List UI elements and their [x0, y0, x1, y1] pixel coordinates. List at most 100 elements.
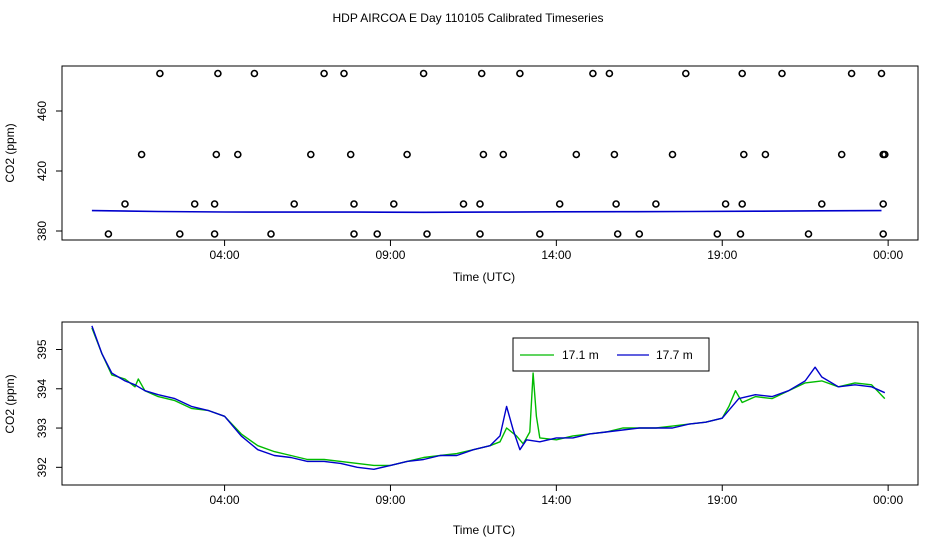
top-y-axis: 380 420 460 [35, 101, 62, 241]
data-point [880, 150, 889, 159]
data-point [739, 150, 748, 159]
data-point [290, 200, 299, 208]
data-point [214, 69, 222, 78]
data-point [350, 200, 358, 208]
legend-label-17-1-m: 17.1 m [562, 348, 599, 362]
data-point [738, 69, 747, 78]
data-point [423, 230, 431, 238]
y-tick-label: 394 [35, 378, 49, 398]
data-point [121, 200, 129, 208]
data-point [877, 69, 886, 78]
top-x-axis-label: Time (UTC) [453, 270, 515, 284]
data-point [555, 200, 564, 208]
data-point [613, 230, 622, 238]
x-tick-label: 04:00 [210, 493, 240, 507]
x-tick-label: 19:00 [707, 493, 737, 507]
data-point [104, 230, 113, 238]
top-series [91, 209, 882, 214]
data-point [572, 150, 581, 159]
bottom-x-axis-label: Time (UTC) [453, 523, 515, 537]
data-point [605, 69, 614, 78]
bottom-y-axis-label: CO2 (ppm) [3, 374, 17, 433]
data-point [738, 200, 747, 208]
top-panel: 04:00 09:00 14:00 19:00 00:00 380 420 460 Time… [3, 65, 919, 284]
data-point [389, 200, 398, 208]
data-point [879, 200, 888, 208]
series-line-17-1-m [91, 327, 886, 467]
data-point [713, 230, 722, 238]
data-point [210, 230, 219, 238]
data-point [610, 150, 619, 159]
y-tick-label: 395 [35, 339, 49, 359]
data-point [804, 230, 813, 238]
data-point [190, 200, 199, 208]
data-point [736, 230, 745, 238]
data-point [306, 150, 315, 159]
y-tick-label: 420 [35, 161, 49, 181]
data-point [476, 230, 484, 238]
chart-title: HDP AIRCOA E Day 110105 Calibrated Times… [332, 11, 603, 25]
data-point [419, 69, 428, 78]
data-point [350, 230, 358, 238]
data-point [652, 200, 660, 208]
data-point [156, 69, 164, 78]
bottom-plot-frame [61, 321, 919, 486]
data-point [879, 230, 888, 238]
data-point [340, 69, 348, 78]
data-point [817, 200, 826, 208]
data-point [837, 150, 846, 159]
data-point [403, 150, 411, 159]
data-point [778, 69, 786, 78]
data-point [681, 69, 690, 78]
y-tick-label: 393 [35, 418, 49, 438]
bottom-panel: 04:00 09:00 14:00 19:00 00:00 392 393 394 395 T… [3, 321, 919, 537]
data-point [635, 230, 644, 238]
data-point [234, 150, 242, 159]
data-point [721, 200, 730, 208]
data-point [137, 150, 146, 159]
x-tick-label: 09:00 [375, 493, 405, 507]
legend: 17.1 m 17.7 m [512, 337, 710, 372]
top-x-axis: 04:00 09:00 14:00 19:00 00:00 [210, 240, 903, 262]
data-point [212, 150, 221, 159]
x-tick-label: 14:00 [541, 493, 571, 507]
data-point [476, 200, 484, 208]
data-point [373, 230, 382, 238]
data-point [477, 69, 486, 78]
top-flag-points [104, 69, 889, 238]
y-tick-label: 392 [35, 457, 49, 477]
data-point [499, 150, 508, 159]
top-y-axis-label: CO2 (ppm) [3, 123, 17, 182]
bottom-series [91, 325, 886, 470]
data-point [668, 150, 677, 159]
data-point [612, 200, 620, 208]
data-point [516, 69, 524, 78]
bottom-x-axis: 04:00 09:00 14:00 19:00 00:00 [210, 485, 903, 507]
data-point [847, 69, 856, 78]
x-tick-label: 00:00 [873, 493, 903, 507]
x-tick-label: 14:00 [541, 248, 571, 262]
data-point [459, 200, 468, 208]
legend-label-17-7-m: 17.7 m [656, 348, 693, 362]
bottom-y-axis: 392 393 394 395 [35, 339, 62, 477]
y-tick-label: 460 [35, 101, 49, 121]
x-tick-label: 00:00 [873, 248, 903, 262]
data-point [267, 230, 275, 238]
series-line-17-7-m [91, 325, 886, 470]
data-point [210, 200, 219, 208]
y-tick-label: 380 [35, 221, 49, 241]
data-point [346, 150, 355, 159]
top-plot-frame [61, 65, 919, 241]
data-point [589, 69, 597, 78]
co2-series-line [91, 209, 882, 214]
x-tick-label: 04:00 [210, 248, 240, 262]
data-point [250, 69, 259, 78]
x-tick-label: 19:00 [707, 248, 737, 262]
data-point [761, 150, 770, 159]
data-point [479, 150, 488, 159]
legend-box [512, 337, 710, 372]
data-point [176, 230, 184, 238]
data-point [320, 69, 328, 78]
data-point [535, 230, 544, 238]
